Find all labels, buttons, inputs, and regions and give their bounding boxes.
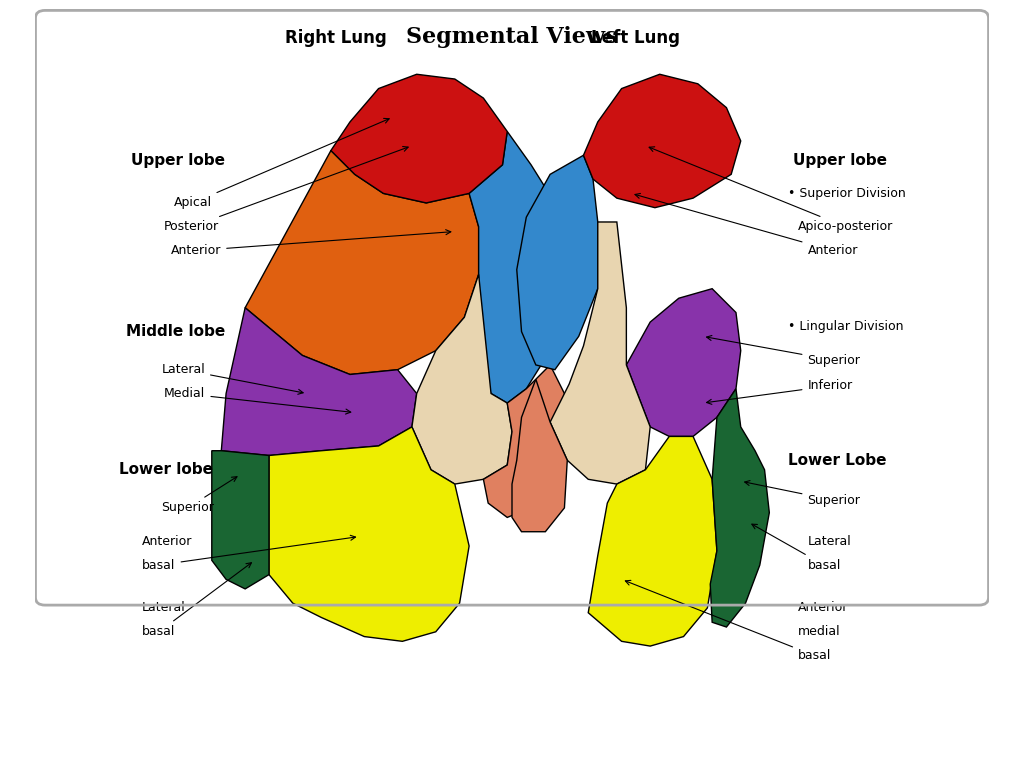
Text: basal: basal — [142, 535, 355, 571]
Text: Inferior: Inferior — [707, 379, 853, 404]
Text: Apical: Apical — [174, 118, 389, 210]
Text: Anterior: Anterior — [635, 194, 858, 257]
Polygon shape — [517, 155, 598, 369]
Polygon shape — [245, 151, 478, 375]
Text: Superior: Superior — [744, 481, 860, 507]
Text: Apico-posterior: Apico-posterior — [649, 147, 893, 233]
Text: basal: basal — [752, 525, 841, 571]
Text: Lateral: Lateral — [142, 601, 186, 614]
Polygon shape — [412, 274, 512, 484]
Text: • Superior Division: • Superior Division — [788, 187, 906, 200]
Polygon shape — [221, 308, 417, 455]
Polygon shape — [588, 436, 717, 646]
Text: • Lingular Division: • Lingular Division — [788, 320, 904, 333]
Text: basal: basal — [142, 563, 252, 638]
Text: Anterior: Anterior — [142, 535, 193, 548]
Text: Medial: Medial — [164, 387, 351, 414]
Text: Lateral: Lateral — [161, 363, 303, 394]
Polygon shape — [512, 379, 567, 531]
Text: Right Lung: Right Lung — [285, 29, 386, 48]
Polygon shape — [483, 365, 564, 518]
Text: Segmental Views: Segmental Views — [407, 25, 617, 48]
Polygon shape — [584, 74, 740, 207]
Text: Left Lung: Left Lung — [592, 29, 680, 48]
Text: Lower lobe: Lower lobe — [120, 462, 213, 477]
Text: medial: medial — [798, 625, 841, 638]
Text: basal: basal — [626, 581, 831, 662]
Polygon shape — [627, 289, 740, 436]
Text: Upper lobe: Upper lobe — [794, 153, 887, 167]
Text: Middle lobe: Middle lobe — [126, 324, 225, 339]
Text: Anterior: Anterior — [171, 230, 451, 257]
Text: Lower Lobe: Lower Lobe — [788, 453, 887, 468]
Polygon shape — [331, 74, 507, 203]
Text: Upper lobe: Upper lobe — [131, 153, 225, 167]
Polygon shape — [711, 389, 769, 627]
Text: Superior: Superior — [707, 336, 860, 366]
Text: Posterior: Posterior — [164, 147, 409, 233]
Text: Anterior: Anterior — [798, 601, 848, 614]
Polygon shape — [212, 451, 269, 589]
Polygon shape — [269, 427, 469, 641]
Polygon shape — [469, 131, 564, 403]
Text: Superior: Superior — [161, 477, 237, 515]
Text: Lateral: Lateral — [808, 535, 851, 548]
Polygon shape — [550, 222, 650, 484]
